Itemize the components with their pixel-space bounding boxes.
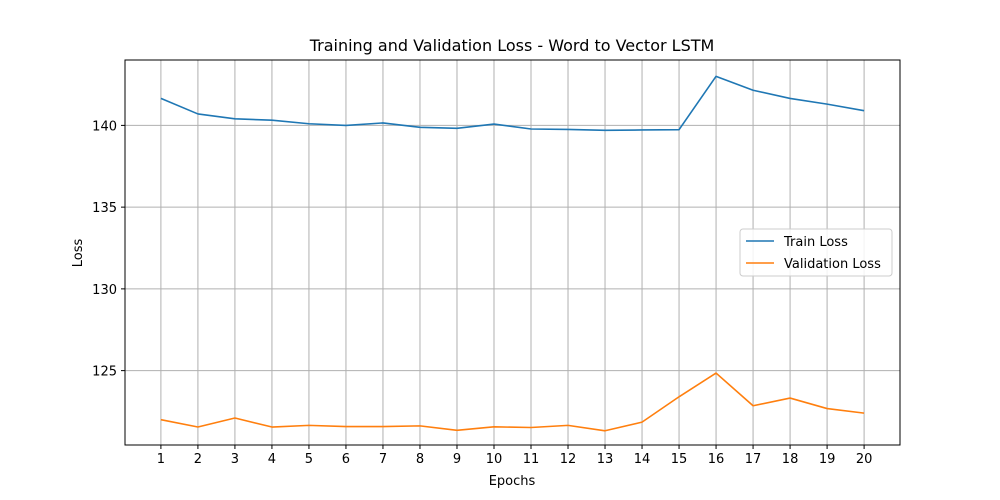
chart-title: Training and Validation Loss - Word to V…: [309, 36, 715, 55]
x-axis-label: Epochs: [489, 474, 536, 489]
x-tick-label: 6: [342, 452, 350, 467]
x-tick-label: 2: [194, 452, 202, 467]
x-tick-label: 11: [523, 452, 540, 467]
y-tick-label: 130: [92, 283, 117, 298]
x-tick-label: 8: [416, 452, 424, 467]
x-tick-label: 17: [745, 452, 762, 467]
x-tick-label: 1: [157, 452, 165, 467]
x-tick-label: 19: [819, 452, 836, 467]
axis-ticks: 1 2 3 4 5 6 7 8 9 10 11 12 13 14 15 16 17 18 19 20125130135…: [92, 119, 872, 467]
x-tick-label: 14: [634, 452, 651, 467]
series-line-train-loss: [160, 75, 865, 132]
x-tick-label: 16: [708, 452, 725, 467]
x-tick-label: 7: [379, 452, 387, 467]
legend: Train Loss Validation Loss: [739, 228, 893, 277]
x-tick-label: 9: [453, 452, 461, 467]
plot-area-frame: [124, 59, 901, 446]
x-tick-label: 10: [486, 452, 503, 467]
x-tick-label: 15: [671, 452, 688, 467]
x-tick-label: 20: [856, 452, 873, 467]
x-tick-label: 18: [782, 452, 799, 467]
x-tick-label: 13: [597, 452, 614, 467]
x-tick-label: 12: [560, 452, 577, 467]
y-tick-label: 135: [92, 201, 117, 216]
y-tick-label: 125: [92, 365, 117, 380]
x-tick-label: 4: [268, 452, 276, 467]
x-tick-label: 5: [305, 452, 313, 467]
legend-label: Train Loss: [783, 235, 848, 250]
y-tick-label: 140: [92, 119, 117, 134]
series-line-validation-loss: [160, 372, 865, 432]
legend-box: [739, 228, 893, 277]
x-tick-label: 3: [231, 452, 239, 467]
legend-label: Validation Loss: [784, 257, 881, 272]
series-lines: [160, 75, 865, 432]
y-axis-label: Loss: [71, 239, 86, 268]
